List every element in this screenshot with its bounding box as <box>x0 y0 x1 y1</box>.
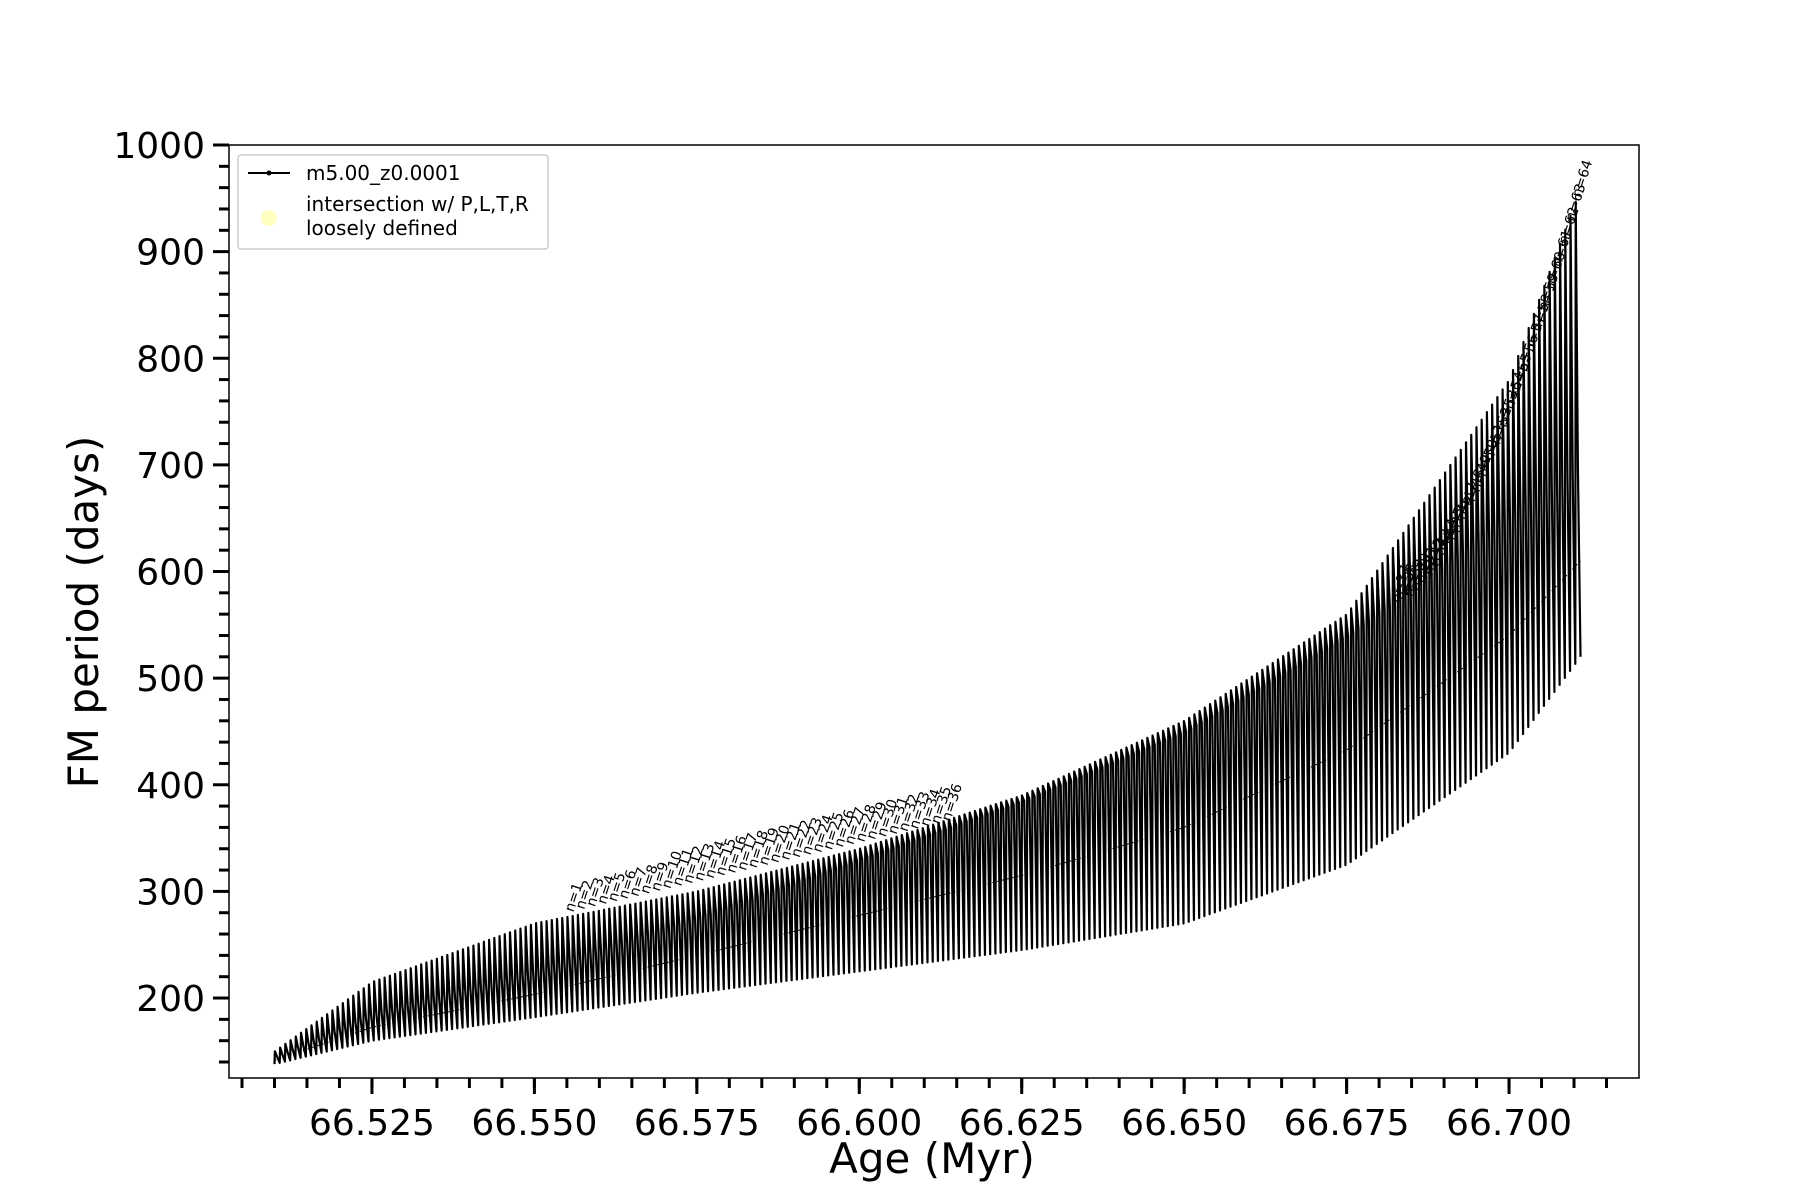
legend-circle-marker <box>261 210 277 226</box>
x-tick-label: 66.700 <box>1446 1103 1572 1144</box>
plot-frame <box>228 144 1640 1079</box>
y-tick-label: 500 <box>136 659 205 700</box>
legend: m5.00_z0.0001 intersection w/ P,L,T,R lo… <box>237 154 549 250</box>
x-tick-label: 66.550 <box>471 1103 597 1144</box>
x-tick-label: 66.575 <box>634 1103 760 1144</box>
x-tick-label: 66.650 <box>1121 1103 1247 1144</box>
y-tick-label: 900 <box>136 233 205 274</box>
y-tick-label: 200 <box>136 979 205 1020</box>
y-tick-label: 700 <box>136 446 205 487</box>
x-tick-label: 66.675 <box>1284 1103 1410 1144</box>
legend-label-intersection-line2: loosely defined <box>306 216 458 240</box>
x-axis-label: Age (Myr) <box>829 1134 1035 1183</box>
legend-label-series: m5.00_z0.0001 <box>306 161 461 185</box>
y-axis: 200 300 400 500 600 700 800 900 1000 <box>113 126 229 1064</box>
y-tick-label: 600 <box>136 553 205 594</box>
x-axis: 66.525 66.550 66.575 66.600 66.625 66.650 66.6… <box>240 1078 1609 1144</box>
series-line <box>273 200 1582 1065</box>
legend-label-intersection-line1: intersection w/ P,L,T,R <box>306 192 529 216</box>
x-tick-label: 66.525 <box>309 1103 435 1144</box>
series-layer <box>273 200 1582 1065</box>
y-tick-label: 400 <box>136 766 205 807</box>
x-tick-label: 66.600 <box>796 1103 922 1144</box>
x-tick-label: 66.625 <box>959 1103 1085 1144</box>
legend-dot-marker <box>266 170 272 176</box>
series-dot-band <box>274 560 1581 1061</box>
y-tick-label: 300 <box>136 872 205 913</box>
y-tick-label: 1000 <box>113 126 205 167</box>
y-tick-label: 800 <box>136 339 205 380</box>
y-axis-label: FM period (days) <box>59 436 108 789</box>
legend-box <box>237 154 549 250</box>
